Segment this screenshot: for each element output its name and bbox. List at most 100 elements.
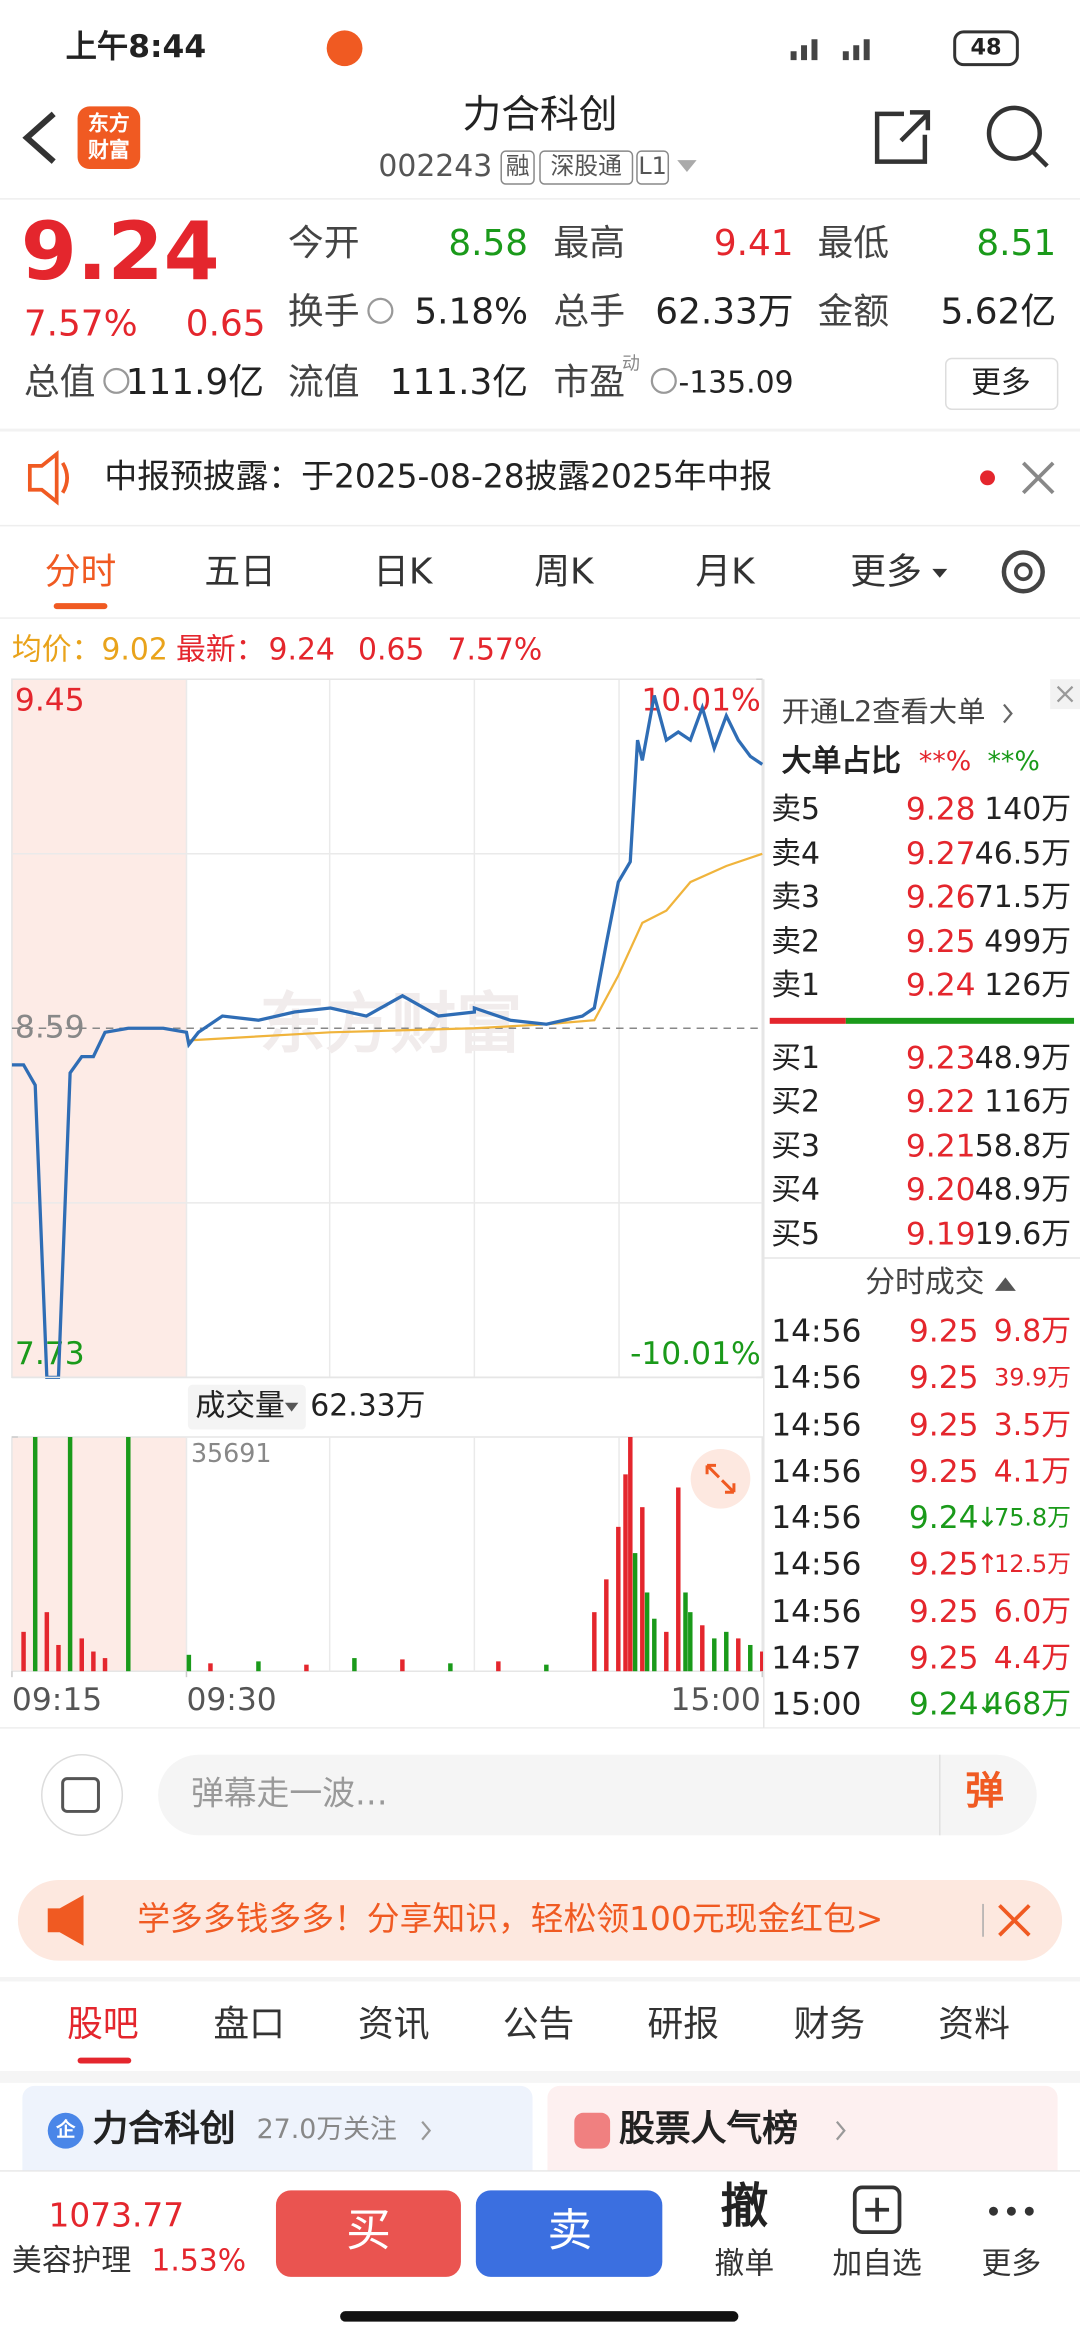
volume-selector[interactable] bbox=[187, 1384, 306, 1430]
logo-text: 财富 bbox=[88, 138, 130, 162]
content-tab[interactable]: 财务 bbox=[794, 2004, 866, 2045]
more-dot[interactable] bbox=[1006, 2206, 1016, 2216]
volume-bar bbox=[79, 1638, 84, 1672]
watchlist-icon[interactable] bbox=[852, 2185, 902, 2234]
volume-label[interactable]: 成交量 bbox=[195, 1389, 284, 1424]
back-button[interactable] bbox=[22, 111, 56, 164]
field-label: 最高 bbox=[553, 223, 625, 264]
field-value: 111.3亿 bbox=[390, 362, 528, 403]
level-volume: 140万 bbox=[984, 792, 1071, 827]
cancel-label[interactable]: 撤单 bbox=[715, 2246, 775, 2281]
sector-index[interactable]: 1073.77 bbox=[49, 2197, 185, 2235]
more-dot[interactable] bbox=[989, 2206, 998, 2216]
search-handle bbox=[1030, 149, 1049, 168]
settings-button[interactable] bbox=[1001, 550, 1045, 594]
level-price: 9.26 bbox=[906, 880, 976, 916]
volume-caret bbox=[284, 1402, 299, 1412]
close-notice[interactable] bbox=[1021, 461, 1055, 495]
trade-price: 9.25 bbox=[909, 1546, 979, 1582]
notice-text[interactable]: 中报预披露：于2025-08-28披露2025年中报 bbox=[104, 457, 772, 495]
field-value: 62.33万 bbox=[655, 292, 793, 333]
period-tab[interactable]: 更多 bbox=[850, 551, 922, 592]
buy-button-text[interactable]: 买 bbox=[346, 2204, 391, 2257]
status-time: 上午8:44 bbox=[66, 29, 207, 65]
l2-link[interactable]: 开通L2查看大单 bbox=[782, 696, 986, 729]
average-line bbox=[186, 852, 763, 1042]
volume-bar bbox=[592, 1612, 597, 1672]
buy-button[interactable] bbox=[275, 2190, 461, 2277]
ratio-bar-green bbox=[845, 1017, 1075, 1024]
trade-time: 14:56 bbox=[771, 1314, 861, 1350]
stock-card-title[interactable]: 力合科创 bbox=[92, 2109, 235, 2150]
field-value: 8.51 bbox=[976, 223, 1056, 264]
stock-card-icon-text: 企 bbox=[55, 2118, 76, 2141]
content-tab[interactable]: 资讯 bbox=[358, 2004, 430, 2045]
promo-text[interactable]: 学多多钱多多！分享知识，轻松领100元现金红包> bbox=[137, 1900, 883, 1938]
volume-bar bbox=[544, 1664, 549, 1672]
period-tab[interactable]: 五日 bbox=[204, 551, 276, 592]
latest-price: 9.24 bbox=[269, 632, 335, 667]
rank-card-title[interactable]: 股票人气榜 bbox=[619, 2109, 798, 2150]
trade-volume: 39.9万 bbox=[994, 1363, 1071, 1391]
trade-time: 14:57 bbox=[771, 1640, 861, 1676]
volume-bar bbox=[448, 1663, 453, 1672]
speaker-icon bbox=[27, 450, 69, 506]
period-tab[interactable]: 月K bbox=[695, 551, 756, 592]
y-tick-label: 8.59 bbox=[15, 1009, 85, 1045]
expand-icon bbox=[705, 1463, 736, 1494]
content-tab[interactable]: 盘口 bbox=[213, 2004, 285, 2045]
more-dot[interactable] bbox=[1024, 2206, 1034, 2216]
comment-placeholder[interactable]: 弹幕走一波… bbox=[191, 1775, 388, 1813]
trade-volume: 12.5万 bbox=[994, 1550, 1071, 1578]
promo-banner[interactable] bbox=[17, 1880, 1063, 1961]
content-tab[interactable]: 研报 bbox=[647, 2004, 719, 2045]
danmaku-button[interactable]: 弹 bbox=[965, 1769, 1004, 1814]
more-button-text[interactable]: 更多 bbox=[971, 365, 1031, 400]
level-label: 买3 bbox=[771, 1129, 820, 1164]
trade-time: 15:00 bbox=[771, 1687, 861, 1723]
field-value: 5.18% bbox=[414, 292, 528, 333]
share-button[interactable] bbox=[874, 110, 931, 164]
close-banner[interactable] bbox=[998, 1904, 1031, 1937]
trade-price: 9.25 bbox=[909, 1360, 979, 1396]
content-tab[interactable]: 股吧 bbox=[67, 2004, 139, 2045]
content-tab[interactable]: 资料 bbox=[938, 2004, 1010, 2045]
volume-total: 62.33万 bbox=[310, 1389, 425, 1424]
more-label[interactable]: 更多 bbox=[982, 2246, 1042, 2281]
comment-settings[interactable] bbox=[41, 1754, 124, 1837]
sector-name[interactable]: 美容护理 bbox=[12, 2243, 131, 2278]
comment-input[interactable] bbox=[158, 1754, 1037, 1836]
trade-volume: 9.8万 bbox=[994, 1314, 1071, 1349]
pe-tag: 动 bbox=[622, 353, 640, 374]
stock-tag: L1 bbox=[638, 152, 666, 180]
field-value: 111.9亿 bbox=[126, 362, 264, 403]
level-volume: 499万 bbox=[984, 925, 1071, 960]
field-label: 总值 bbox=[24, 362, 96, 403]
period-tab[interactable]: 周K bbox=[534, 551, 595, 592]
info-icon bbox=[650, 367, 677, 394]
level-price: 9.19 bbox=[906, 1217, 976, 1253]
period-tab[interactable]: 日K bbox=[373, 551, 434, 592]
latest-label: 最新： bbox=[176, 632, 265, 667]
field-label: 换手 bbox=[288, 292, 360, 333]
volume-bar bbox=[748, 1644, 753, 1672]
sell-button-text[interactable]: 卖 bbox=[547, 2204, 592, 2257]
more-button[interactable] bbox=[945, 357, 1059, 410]
trade-time: 14:56 bbox=[771, 1500, 861, 1536]
level-label: 卖5 bbox=[771, 792, 820, 827]
volume-bar bbox=[126, 1437, 131, 1672]
cancel-icon[interactable]: 撤 bbox=[720, 2180, 768, 2235]
watchlist-label[interactable]: 加自选 bbox=[832, 2246, 921, 2281]
sell-button[interactable] bbox=[475, 2190, 663, 2277]
expand-button[interactable] bbox=[690, 1448, 751, 1509]
trade-volume: 468万 bbox=[984, 1687, 1071, 1722]
level-volume: 58.8万 bbox=[975, 1129, 1071, 1164]
field-label: 流值 bbox=[288, 362, 360, 403]
rank-card[interactable] bbox=[547, 2085, 1058, 2191]
stock-card[interactable] bbox=[22, 2085, 533, 2191]
period-tab[interactable]: 分时 bbox=[45, 551, 117, 592]
y2-tick-label: -10.01% bbox=[630, 1336, 761, 1372]
search-button[interactable] bbox=[986, 105, 1042, 161]
last-price: 9.24 bbox=[21, 204, 220, 298]
content-tab[interactable]: 公告 bbox=[503, 2004, 575, 2045]
